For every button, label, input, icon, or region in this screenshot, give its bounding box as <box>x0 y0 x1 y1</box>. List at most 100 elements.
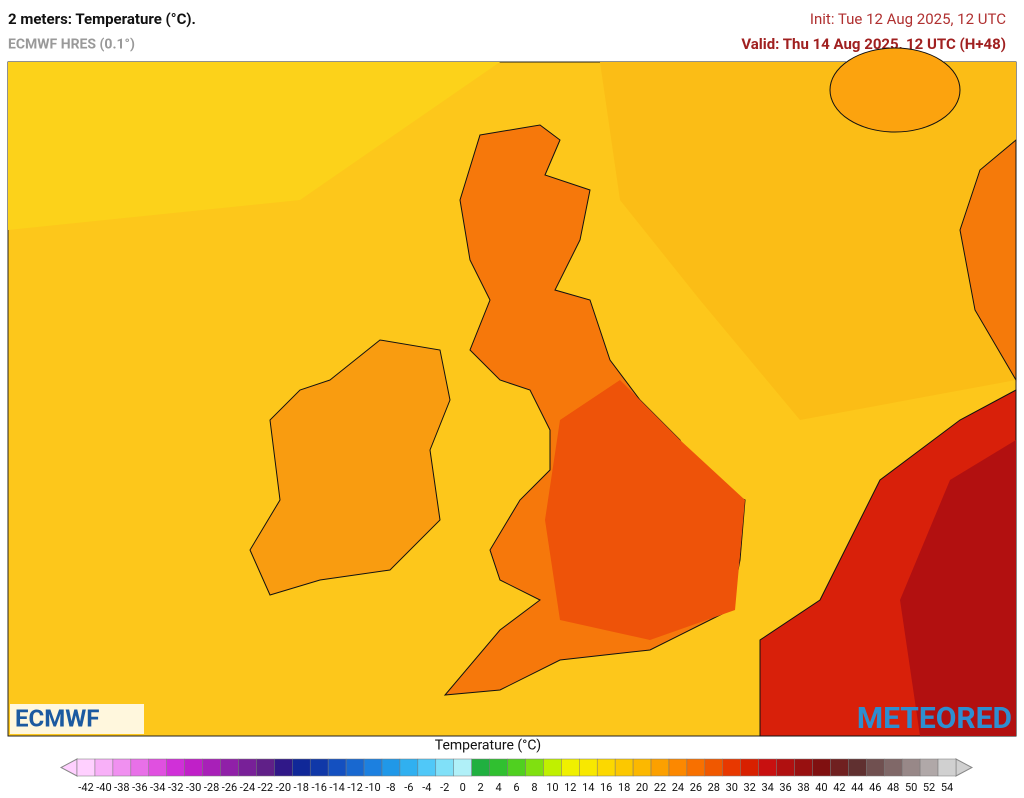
cool-area <box>8 62 500 230</box>
colorbar-swatch <box>166 758 185 777</box>
colorbar-tick-label: -30 <box>186 781 201 794</box>
colorbar-swatch <box>220 758 239 777</box>
meteored-logo: METEORED <box>857 701 1012 736</box>
colorbar-swatch <box>668 758 688 777</box>
colorbar-tick-label: 40 <box>815 781 827 794</box>
colorbar-swatch <box>471 758 490 777</box>
colorbar-tick-label: -20 <box>276 781 291 794</box>
colorbar-low-end <box>59 758 78 777</box>
colorbar-swatch <box>345 758 365 777</box>
colorbar-swatch <box>812 758 831 777</box>
colorbar-swatch <box>76 758 96 777</box>
colorbar-tick-label: 34 <box>761 781 773 794</box>
colorbar-tick-label: 22 <box>654 781 666 794</box>
valid-time: Valid: Thu 14 Aug 2025, 12 UTC (H+48) <box>741 35 1006 53</box>
colorbar-tick-label: -24 <box>240 781 255 794</box>
colorbar-tick-label: 28 <box>708 781 720 794</box>
colorbar-tick-label: -10 <box>365 781 380 794</box>
colorbar-tick-label: -28 <box>204 781 219 794</box>
legend-title: Temperature (°C) <box>435 738 541 754</box>
colorbar-swatch <box>238 758 257 777</box>
colorbar-tick-label: 14 <box>582 781 594 794</box>
ecmwf-logo-bg <box>10 704 144 734</box>
colorbar-tick-label: -40 <box>96 781 111 794</box>
colorbar-tick-label: 2 <box>478 781 484 794</box>
map: ECMWF METEORED <box>7 47 1017 737</box>
colorbar-tick-label: -32 <box>168 781 183 794</box>
colorbar-tick-label: 52 <box>923 781 935 794</box>
colorbar-swatch <box>758 758 777 777</box>
colorbar-swatch <box>489 758 508 777</box>
colorbar-swatch <box>740 758 759 777</box>
colorbar-swatch <box>327 758 347 777</box>
colorbar-tick-label: -22 <box>258 781 273 794</box>
colorbar-swatch <box>148 758 167 777</box>
hot-england <box>545 380 745 640</box>
colorbar-swatch <box>202 758 221 777</box>
norway <box>829 47 961 133</box>
colorbar-swatch <box>381 758 401 777</box>
colorbar-tick-label: 26 <box>690 781 702 794</box>
ecmwf-logo: ECMWF <box>15 704 99 732</box>
colorbar-tick-label: -16 <box>311 781 326 794</box>
colorbar-tick-label: 0 <box>460 781 466 794</box>
colorbar-swatch <box>614 758 634 777</box>
colorbar-tick-label: 46 <box>869 781 881 794</box>
colorbar-tick-label: 20 <box>636 781 648 794</box>
colorbar-tick-label: -38 <box>114 781 129 794</box>
colorbar-swatch <box>901 758 921 777</box>
sweden <box>959 138 1017 382</box>
title: 2 meters: Temperature (°C). <box>8 10 196 28</box>
colorbar-tick-label: 4 <box>495 781 501 794</box>
colorbar-swatch <box>292 758 311 777</box>
colorbar-tick-label: 54 <box>941 781 953 794</box>
colorbar-swatch <box>184 758 203 777</box>
colorbar-high-end <box>955 758 974 777</box>
colorbar-swatch <box>417 758 437 777</box>
colorbar-swatch <box>919 758 939 777</box>
colorbar-swatch <box>256 758 275 777</box>
colorbar-tick-label: 8 <box>531 781 537 794</box>
colorbar-tick-label: 6 <box>513 781 519 794</box>
colorbar-tick-label: -26 <box>222 781 237 794</box>
colorbar-swatch <box>830 758 849 777</box>
model: ECMWF HRES (0.1°) <box>8 37 135 53</box>
colorbar-swatch <box>561 758 580 777</box>
colorbar-swatch <box>722 758 741 777</box>
colorbar-tick-label: 50 <box>905 781 917 794</box>
colorbar-tick-label: 12 <box>564 781 576 794</box>
warm-sea <box>600 62 1016 420</box>
colorbar-swatch <box>650 758 670 777</box>
colorbar-swatch <box>525 758 544 777</box>
colorbar-swatch <box>507 758 526 777</box>
colorbar-tick-label: 16 <box>600 781 612 794</box>
colorbar-tick-label: 32 <box>744 781 756 794</box>
colorbar-swatch <box>883 758 903 777</box>
colorbar-swatch <box>363 758 383 777</box>
colorbar-swatch <box>453 758 472 777</box>
colorbar: -42 -40 -38 -36 -34 -32 -30 -28 -26 -24 -22 -20 -18-… <box>59 758 974 794</box>
colorbar-tick-label: 38 <box>797 781 809 794</box>
colorbar-swatch <box>596 758 616 777</box>
colorbar-tick-label: 44 <box>851 781 863 794</box>
colorbar-tick-label: -2 <box>440 781 449 794</box>
colorbar-swatch <box>274 758 293 777</box>
colorbar-tick-label: -8 <box>386 781 395 794</box>
colorbar-tick-label: -6 <box>404 781 413 794</box>
colorbar-tick-label: 10 <box>546 781 558 794</box>
colorbar-swatch <box>776 758 795 777</box>
hottest-area <box>900 440 1016 736</box>
colorbar-swatch <box>543 758 562 777</box>
colorbar-tick-label: 30 <box>726 781 738 794</box>
ireland <box>249 339 451 596</box>
colorbar-swatch <box>632 758 652 777</box>
colorbar-tick-label: -36 <box>132 781 147 794</box>
colorbar-swatch <box>794 758 813 777</box>
colorbar-tick-label: 24 <box>672 781 684 794</box>
colorbar-swatch <box>848 758 867 777</box>
init-time: Init: Tue 12 Aug 2025, 12 UTC <box>810 10 1006 28</box>
colorbar-tick-label: -4 <box>422 781 431 794</box>
colorbar-tick-label: -42 <box>78 781 93 794</box>
